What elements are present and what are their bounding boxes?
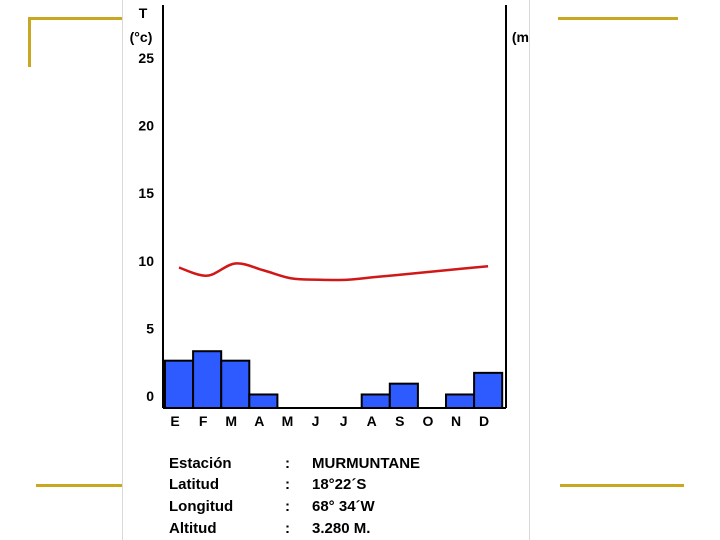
month-label: F (199, 413, 208, 429)
month-label: J (312, 413, 320, 429)
left-tick-label: 20 (138, 118, 154, 134)
station-value: MURMUNTANE (312, 455, 421, 472)
left-tick-label: 10 (138, 253, 154, 269)
month-label: D (479, 413, 489, 429)
station-value: 18°22´S (312, 476, 367, 493)
month-label: J (340, 413, 348, 429)
month-label: O (422, 413, 433, 429)
left-axis-ticks: 0 5 10 15 20 25 (138, 50, 154, 404)
decorative-rule-bottom-right (560, 484, 684, 487)
decorative-rule-top-left (28, 17, 130, 20)
decorative-rule-top-right (558, 17, 678, 20)
station-key: Estación (169, 455, 232, 472)
precipitation-bar (220, 359, 251, 409)
month-label: E (170, 413, 179, 429)
temperature-line-layer (178, 262, 489, 282)
plot-frame (162, 5, 507, 409)
station-value: 68° 34´W (312, 498, 375, 515)
station-sep: : (285, 520, 290, 537)
precipitation-bar (248, 393, 279, 410)
left-tick-label: 0 (146, 388, 154, 404)
left-tick-label: 15 (138, 185, 154, 201)
precipitation-bar (445, 393, 476, 410)
left-axis-unit: (°c) (130, 29, 153, 45)
precipitation-bars (164, 350, 504, 410)
left-axis-title: T (139, 5, 148, 21)
month-label: M (225, 413, 237, 429)
station-sep: : (285, 455, 290, 472)
station-info: Estación : MURMUNTANE Latitud : 18°22´S … (169, 455, 509, 540)
month-label: M (282, 413, 294, 429)
station-row-latitud: Latitud : 18°22´S (169, 476, 499, 496)
precipitation-bar (360, 393, 391, 410)
precipitation-bar (192, 350, 223, 410)
station-key: Longitud (169, 498, 234, 515)
month-label: A (254, 413, 264, 429)
temperature-line (178, 262, 489, 282)
precipitation-bar (164, 359, 195, 409)
station-key: Latitud (169, 476, 219, 493)
station-value: 3.280 M. (312, 520, 371, 537)
month-label: A (367, 413, 377, 429)
station-sep: : (285, 498, 290, 515)
left-tick-label: 5 (146, 320, 154, 336)
station-sep: : (285, 476, 290, 493)
decorative-rule-top-left-vertical (28, 17, 31, 67)
station-row-altitud: Altitud : 3.280 M. (169, 520, 499, 540)
station-row-estacion: Estación : MURMUNTANE (169, 455, 499, 475)
month-label: N (451, 413, 461, 429)
precipitation-bar (388, 382, 419, 410)
precipitation-bar (473, 371, 504, 409)
month-label: S (395, 413, 404, 429)
left-tick-label: 25 (138, 50, 154, 66)
station-key: Altitud (169, 520, 217, 537)
station-row-longitud: Longitud : 68° 34´W (169, 498, 499, 518)
right-axis-unit: (mm) (512, 29, 529, 45)
decorative-rule-bottom-left (36, 484, 122, 487)
